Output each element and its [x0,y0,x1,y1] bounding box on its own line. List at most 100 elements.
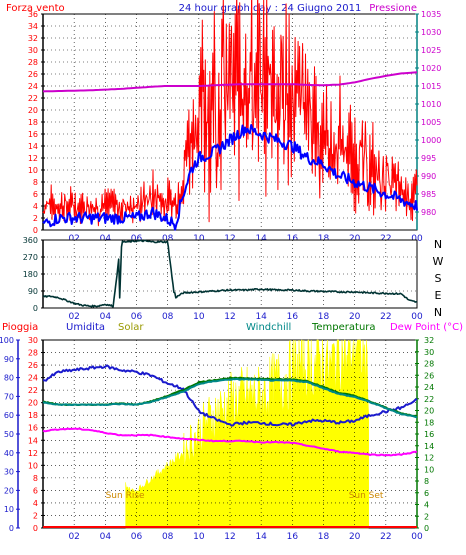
x-tick-label: 00 [411,234,423,244]
wind-y-tick-label: 28 [28,58,38,67]
x-tick-label: 10 [193,532,205,542]
sunrise-label: Sun Rise [106,491,145,501]
legend-humidity: Umidita [66,322,105,333]
direction-y-tick-label: 360 [23,236,38,245]
pressure-line [42,71,418,93]
x-tick-label: 22 [380,312,391,322]
x-tick-label: 18 [318,234,330,244]
solar-y-tick-label: 22 [28,386,38,395]
x-tick-label: 22 [380,532,391,542]
x-tick-label: 00 [411,532,423,542]
legend-dew-point: Dew Point (°C) [390,322,463,333]
wind-direction-line [42,239,417,308]
temperature-y-tick-label: 32 [424,336,434,345]
temperature-y-tick-label: 26 [424,371,434,380]
humidity-y-tick-label: 0 [9,524,14,533]
wind-y-tick-label: 2 [33,214,38,223]
wind-avg-line [42,124,418,231]
compass-label: W [433,255,444,268]
temperature-y-tick-label: 8 [424,477,429,486]
compass-label: N [434,306,442,319]
x-tick-label: 14 [255,234,267,244]
x-tick-label: 04 [100,312,112,322]
temperature-y-tick-label: 22 [424,395,434,404]
temperature-y-tick-label: 16 [424,430,434,439]
temp-x-axis: 02 04 06 08 10 12 14 16 18 20 22 00 [68,532,423,542]
x-tick-label: 02 [68,234,79,244]
legend-rain: Pioggia [2,322,38,333]
wind-y-tick-label: 12 [28,154,38,163]
temperature-y-tick-label: 10 [424,465,434,474]
x-tick-label: 10 [193,234,205,244]
direction-y-tick-label: 0 [33,304,38,313]
x-tick-label: 16 [287,532,299,542]
wind-y-tick-label: 18 [28,118,38,127]
x-tick-label: 18 [318,312,330,322]
x-tick-label: 16 [287,234,299,244]
solar-y-tick-label: 28 [28,349,38,358]
legend-windchill: Windchill [246,322,291,333]
pressure-y-tick-label: 980 [421,208,436,217]
x-tick-label: 02 [68,532,79,542]
pressure-y-tick-label: 990 [421,172,436,181]
dew-point-line [42,427,418,457]
x-tick-label: 12 [224,532,235,542]
wind-speed-line [42,0,418,227]
pressure-y-tick-label: 1020 [421,64,441,73]
solar-y-tick-label: 4 [33,499,38,508]
compass-label: E [435,289,442,302]
solar-y-tick-label: 26 [28,361,38,370]
chart-title: 24 hour graph day : 24 Giugno 2011 [179,3,362,14]
humidity-y-tick-label: 30 [4,468,14,477]
x-tick-label: 08 [162,532,174,542]
solar-y-tick-label: 20 [28,399,38,408]
x-tick-label: 06 [131,312,143,322]
wind-x-axis: 02 04 06 08 10 12 14 16 18 20 22 00 [68,234,423,244]
direction-series [42,239,417,308]
solar-y-tick-label: 0 [33,524,38,533]
x-tick-label: 14 [255,532,267,542]
x-tick-label: 06 [131,532,143,542]
direction-x-axis: 02 04 06 08 10 12 14 16 18 20 22 00 [68,312,423,322]
solar-y-tick-label: 30 [28,336,38,345]
direction-y-axis: 0 90 180 270 360 [23,236,45,313]
wind-axis-title: Forza vento [6,3,65,14]
solar-y-tick-label: 6 [33,486,38,495]
chart3-legend: Pioggia Umidita Solar Windchill Temperat… [2,322,463,333]
humidity-y-axis: 0 10 20 30 40 50 60 70 80 90 100 [0,336,20,533]
x-tick-label: 14 [255,312,267,322]
pressure-y-tick-label: 995 [421,154,436,163]
pressure-y-tick-label: 1005 [421,118,441,127]
pressure-axis-title: Pressione [369,3,417,14]
x-tick-label: 08 [162,234,174,244]
legend-temperature: Temperatura [311,322,376,333]
temperature-y-tick-label: 0 [424,524,429,533]
solar-y-tick-label: 2 [33,511,38,520]
humidity-y-tick-label: 20 [4,486,14,495]
solar-y-tick-label: 18 [28,411,38,420]
pressure-y-tick-label: 1015 [421,82,441,91]
pressure-y-tick-label: 985 [421,190,436,199]
x-tick-label: 08 [162,312,174,322]
x-tick-label: 10 [193,312,205,322]
wind-y-tick-label: 36 [28,10,38,19]
direction-y-tick-label: 270 [23,253,38,262]
solar-y-tick-label: 14 [28,436,38,445]
x-tick-label: 20 [349,532,361,542]
wind-y-tick-label: 22 [28,94,38,103]
x-tick-label: 20 [349,234,361,244]
x-tick-label: 02 [68,312,79,322]
windchill-line [42,378,418,419]
humidity-y-tick-label: 70 [4,392,14,401]
pressure-y-tick-label: 1010 [421,100,441,109]
wind-y-tick-label: 20 [28,106,38,115]
pressure-y-tick-label: 1035 [421,10,441,19]
wind-y-tick-label: 10 [28,166,38,175]
solar-y-tick-label: 8 [33,474,38,483]
x-tick-label: 04 [100,532,112,542]
